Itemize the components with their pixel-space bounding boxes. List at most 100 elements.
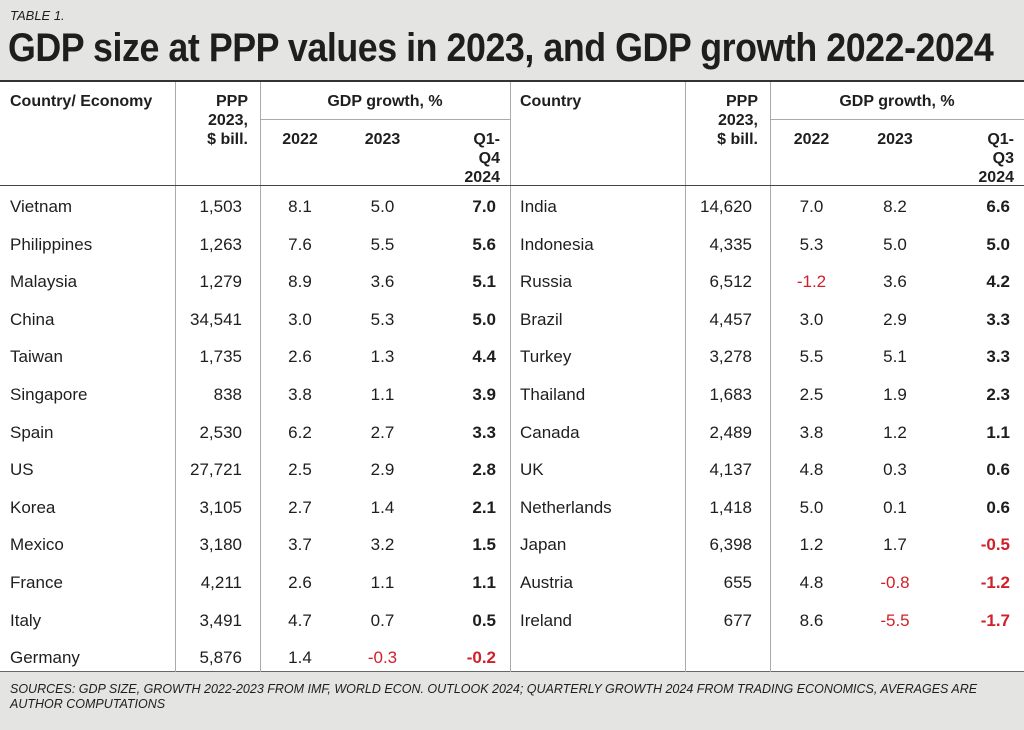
growth-rule [260, 119, 510, 120]
title: GDP size at PPP values in 2023, and GDP … [8, 26, 994, 70]
value-cell: 8.1 [288, 197, 312, 216]
value-cell: 3.6 [370, 272, 395, 292]
value-cell: -1.7 [980, 610, 1010, 630]
value-cell: 3.8 [799, 422, 824, 442]
value-cell: 5.0 [883, 234, 907, 254]
value-cell: 2,530 [199, 422, 242, 442]
value-cell: 5.0 [986, 234, 1010, 254]
country-cell: India [520, 197, 557, 216]
value-cell: 2.7 [288, 497, 312, 517]
country-cell: UK [520, 460, 544, 480]
column-header: 2023 [877, 131, 913, 148]
value-cell: 2.3 [986, 385, 1010, 404]
value-cell: 6,512 [709, 272, 752, 292]
value-cell: 5.0 [799, 497, 824, 517]
value-cell: 1,503 [199, 197, 242, 216]
value-cell: 1.1 [472, 573, 496, 592]
table-label: TABLE 1. [10, 8, 65, 23]
value-cell: 0.6 [986, 497, 1010, 517]
value-cell: 3.0 [288, 309, 312, 329]
column-header: GDP growth, % [839, 93, 955, 110]
value-cell: 4,457 [709, 309, 752, 329]
column-rule [175, 82, 176, 672]
value-cell: 1.1 [370, 385, 395, 404]
value-cell: 5.3 [370, 309, 395, 329]
country-cell: Spain [10, 422, 54, 442]
value-cell: -0.3 [367, 648, 398, 668]
value-cell: 1,735 [199, 347, 242, 367]
value-cell: 1.9 [883, 385, 907, 404]
column-header: PPP 2023, $ bill. [717, 93, 758, 148]
value-cell: 2.1 [472, 497, 496, 517]
value-cell: 3.2 [370, 535, 395, 555]
value-cell: 0.7 [370, 610, 395, 630]
value-cell: 655 [723, 573, 752, 592]
value-cell: 6,398 [709, 535, 752, 555]
column-header: 2023 [364, 131, 401, 148]
value-cell: 8.2 [883, 197, 907, 216]
column-header: PPP 2023, $ bill. [207, 93, 248, 148]
value-cell: 1,279 [199, 272, 242, 292]
value-cell: 1.7 [883, 535, 907, 555]
value-cell: 7.0 [472, 197, 496, 216]
value-cell: 8.9 [288, 272, 312, 292]
header-rule [0, 185, 1024, 186]
value-cell: 5.0 [472, 309, 496, 329]
value-cell: 1.4 [288, 648, 312, 668]
column-rule [260, 82, 261, 672]
value-cell: 1.2 [883, 422, 907, 442]
value-cell: 4.2 [986, 272, 1010, 292]
value-cell: 5.5 [370, 234, 395, 254]
table: Country/ Economy PPP 2023, $ bill. GDP gro… [0, 80, 1024, 672]
value-cell: 2.5 [288, 460, 312, 480]
country-cell: US [10, 460, 34, 480]
value-cell: 2.6 [288, 347, 312, 367]
country-cell: Korea [10, 497, 56, 517]
growth-rule [770, 119, 1024, 120]
country-cell: Ireland [520, 610, 572, 630]
value-cell: 4.4 [472, 347, 496, 367]
value-cell: 1.1 [986, 422, 1010, 442]
country-cell: Philippines [10, 234, 93, 254]
column-header: Country [520, 93, 582, 110]
country-cell: Austria [520, 573, 573, 592]
column-rule [770, 82, 771, 672]
sources: SOURCES: GDP SIZE, GROWTH 2022-2023 FROM… [10, 682, 978, 711]
value-cell: 8.6 [799, 610, 824, 630]
value-cell: 5.3 [799, 234, 824, 254]
value-cell: 1.5 [472, 535, 496, 555]
value-cell: 3.3 [472, 422, 496, 442]
value-cell: 1.4 [370, 497, 395, 517]
value-cell: 3,180 [199, 535, 242, 555]
column-header: Q1-Q3 2024 [978, 131, 1014, 186]
value-cell: 3.8 [288, 385, 312, 404]
value-cell: 3,278 [709, 347, 752, 367]
value-cell: 2.6 [288, 573, 312, 592]
value-cell: 6.6 [986, 197, 1010, 216]
value-cell: 5,876 [199, 648, 242, 668]
value-cell: 3.0 [799, 309, 824, 329]
value-cell: 3.9 [472, 385, 496, 404]
value-cell: 4,335 [709, 234, 752, 254]
value-cell: 3.6 [883, 272, 907, 292]
value-cell: 5.1 [883, 347, 907, 367]
country-cell: Netherlands [520, 497, 612, 517]
country-cell: Taiwan [10, 347, 63, 367]
value-cell: 6.2 [288, 422, 312, 442]
country-cell: Brazil [520, 309, 563, 329]
value-cell: 3.3 [986, 347, 1010, 367]
value-cell: 0.3 [883, 460, 907, 480]
country-cell: Russia [520, 272, 572, 292]
value-cell: 14,620 [700, 197, 752, 216]
country-cell: Mexico [10, 535, 64, 555]
country-cell: Vietnam [10, 197, 73, 216]
value-cell: 2.9 [883, 309, 907, 329]
value-cell: -0.2 [466, 648, 496, 668]
value-cell: 2,489 [709, 422, 752, 442]
value-cell: 677 [723, 610, 752, 630]
value-cell: 7.6 [288, 234, 312, 254]
value-cell: 5.5 [799, 347, 824, 367]
value-cell: 4.8 [799, 460, 824, 480]
value-cell: 2.5 [799, 385, 824, 404]
